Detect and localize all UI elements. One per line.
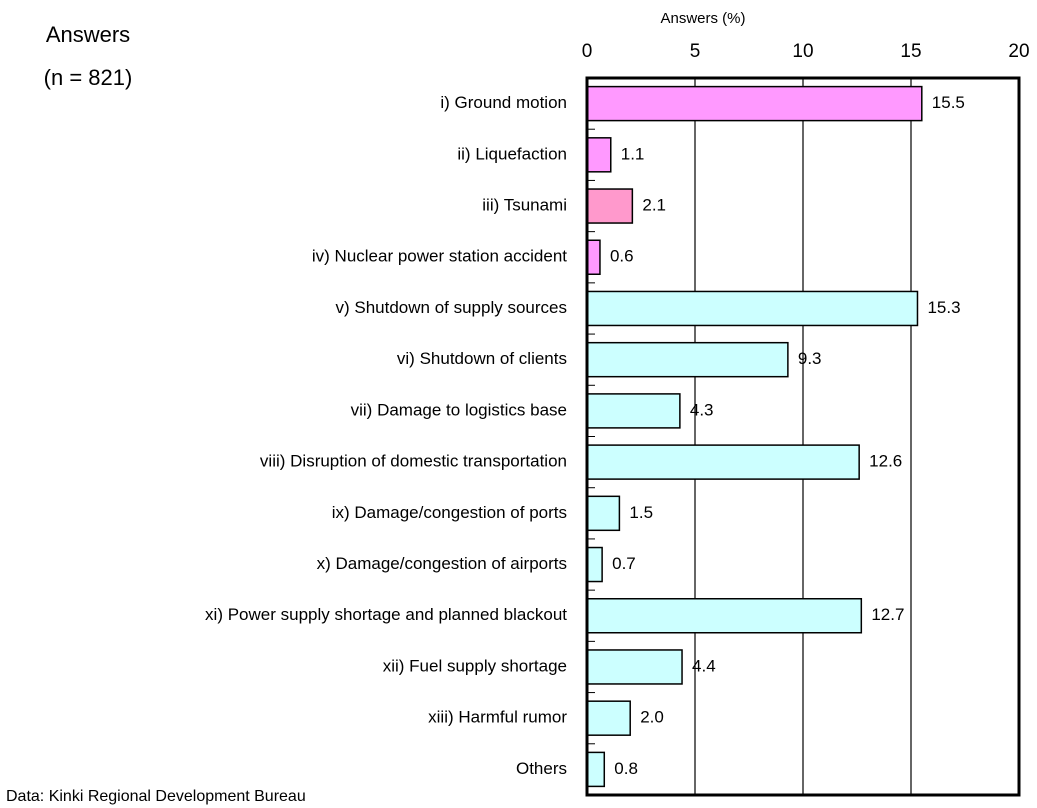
value-label: 4.3 (690, 400, 714, 419)
bar (586, 137, 612, 173)
y-tick-label: ii) Liquefaction (457, 144, 567, 163)
value-label: 15.3 (927, 298, 960, 317)
bar (586, 598, 863, 634)
chart-title: Answers (46, 22, 130, 47)
value-label: 2.1 (642, 196, 666, 215)
bar (586, 700, 631, 736)
bar (586, 85, 923, 122)
value-label: 9.3 (798, 349, 822, 368)
value-label: 0.6 (610, 247, 634, 266)
x-tick-label: 15 (900, 41, 921, 62)
value-label: 1.1 (621, 144, 645, 163)
bar (586, 495, 621, 532)
value-label: 12.6 (869, 452, 902, 471)
bar (586, 546, 603, 583)
y-tick-label: Others (516, 759, 567, 778)
bar (586, 444, 860, 480)
y-tick-label: xi) Power supply shortage and planned bl… (205, 605, 567, 624)
chart-subtitle: (n = 821) (44, 65, 133, 90)
source: Data: Kinki Regional Development Bureau (6, 788, 306, 805)
bar (586, 751, 606, 788)
x-tick-label: 0 (582, 41, 593, 62)
value-label: 2.0 (640, 708, 664, 727)
y-tick-label: xiii) Harmful rumor (428, 708, 567, 727)
y-tick-label: viii) Disruption of domestic transportat… (260, 452, 567, 471)
x-axis-label: Answers (%) (660, 10, 745, 27)
bar (586, 393, 681, 429)
y-tick-label: iv) Nuclear power station accident (312, 247, 567, 266)
value-label: 12.7 (871, 605, 904, 624)
y-tick-label: i) Ground motion (440, 93, 567, 112)
x-tick-label: 20 (1008, 41, 1029, 62)
bar (586, 341, 789, 378)
y-tick-label: xii) Fuel supply shortage (383, 656, 567, 675)
x-tick-label: 10 (792, 41, 813, 62)
plot-border (585, 76, 1021, 797)
y-tick-label: vii) Damage to logistics base (351, 400, 567, 419)
value-label: 1.5 (629, 503, 653, 522)
bar (586, 239, 601, 275)
bar (586, 649, 683, 685)
value-label: 4.4 (692, 656, 716, 675)
y-tick-label: x) Damage/congestion of airports (317, 554, 567, 573)
y-tick-label: vi) Shutdown of clients (397, 349, 567, 368)
y-tick-label: v) Shutdown of supply sources (335, 298, 567, 317)
y-tick-label: iii) Tsunami (482, 196, 567, 215)
value-label: 0.8 (614, 759, 638, 778)
value-label: 15.5 (932, 93, 965, 112)
y-tick-label: ix) Damage/congestion of ports (332, 503, 567, 522)
x-tick-label: 5 (690, 41, 701, 62)
bar (586, 188, 634, 224)
bar (586, 290, 919, 327)
value-label: 0.7 (612, 554, 636, 573)
